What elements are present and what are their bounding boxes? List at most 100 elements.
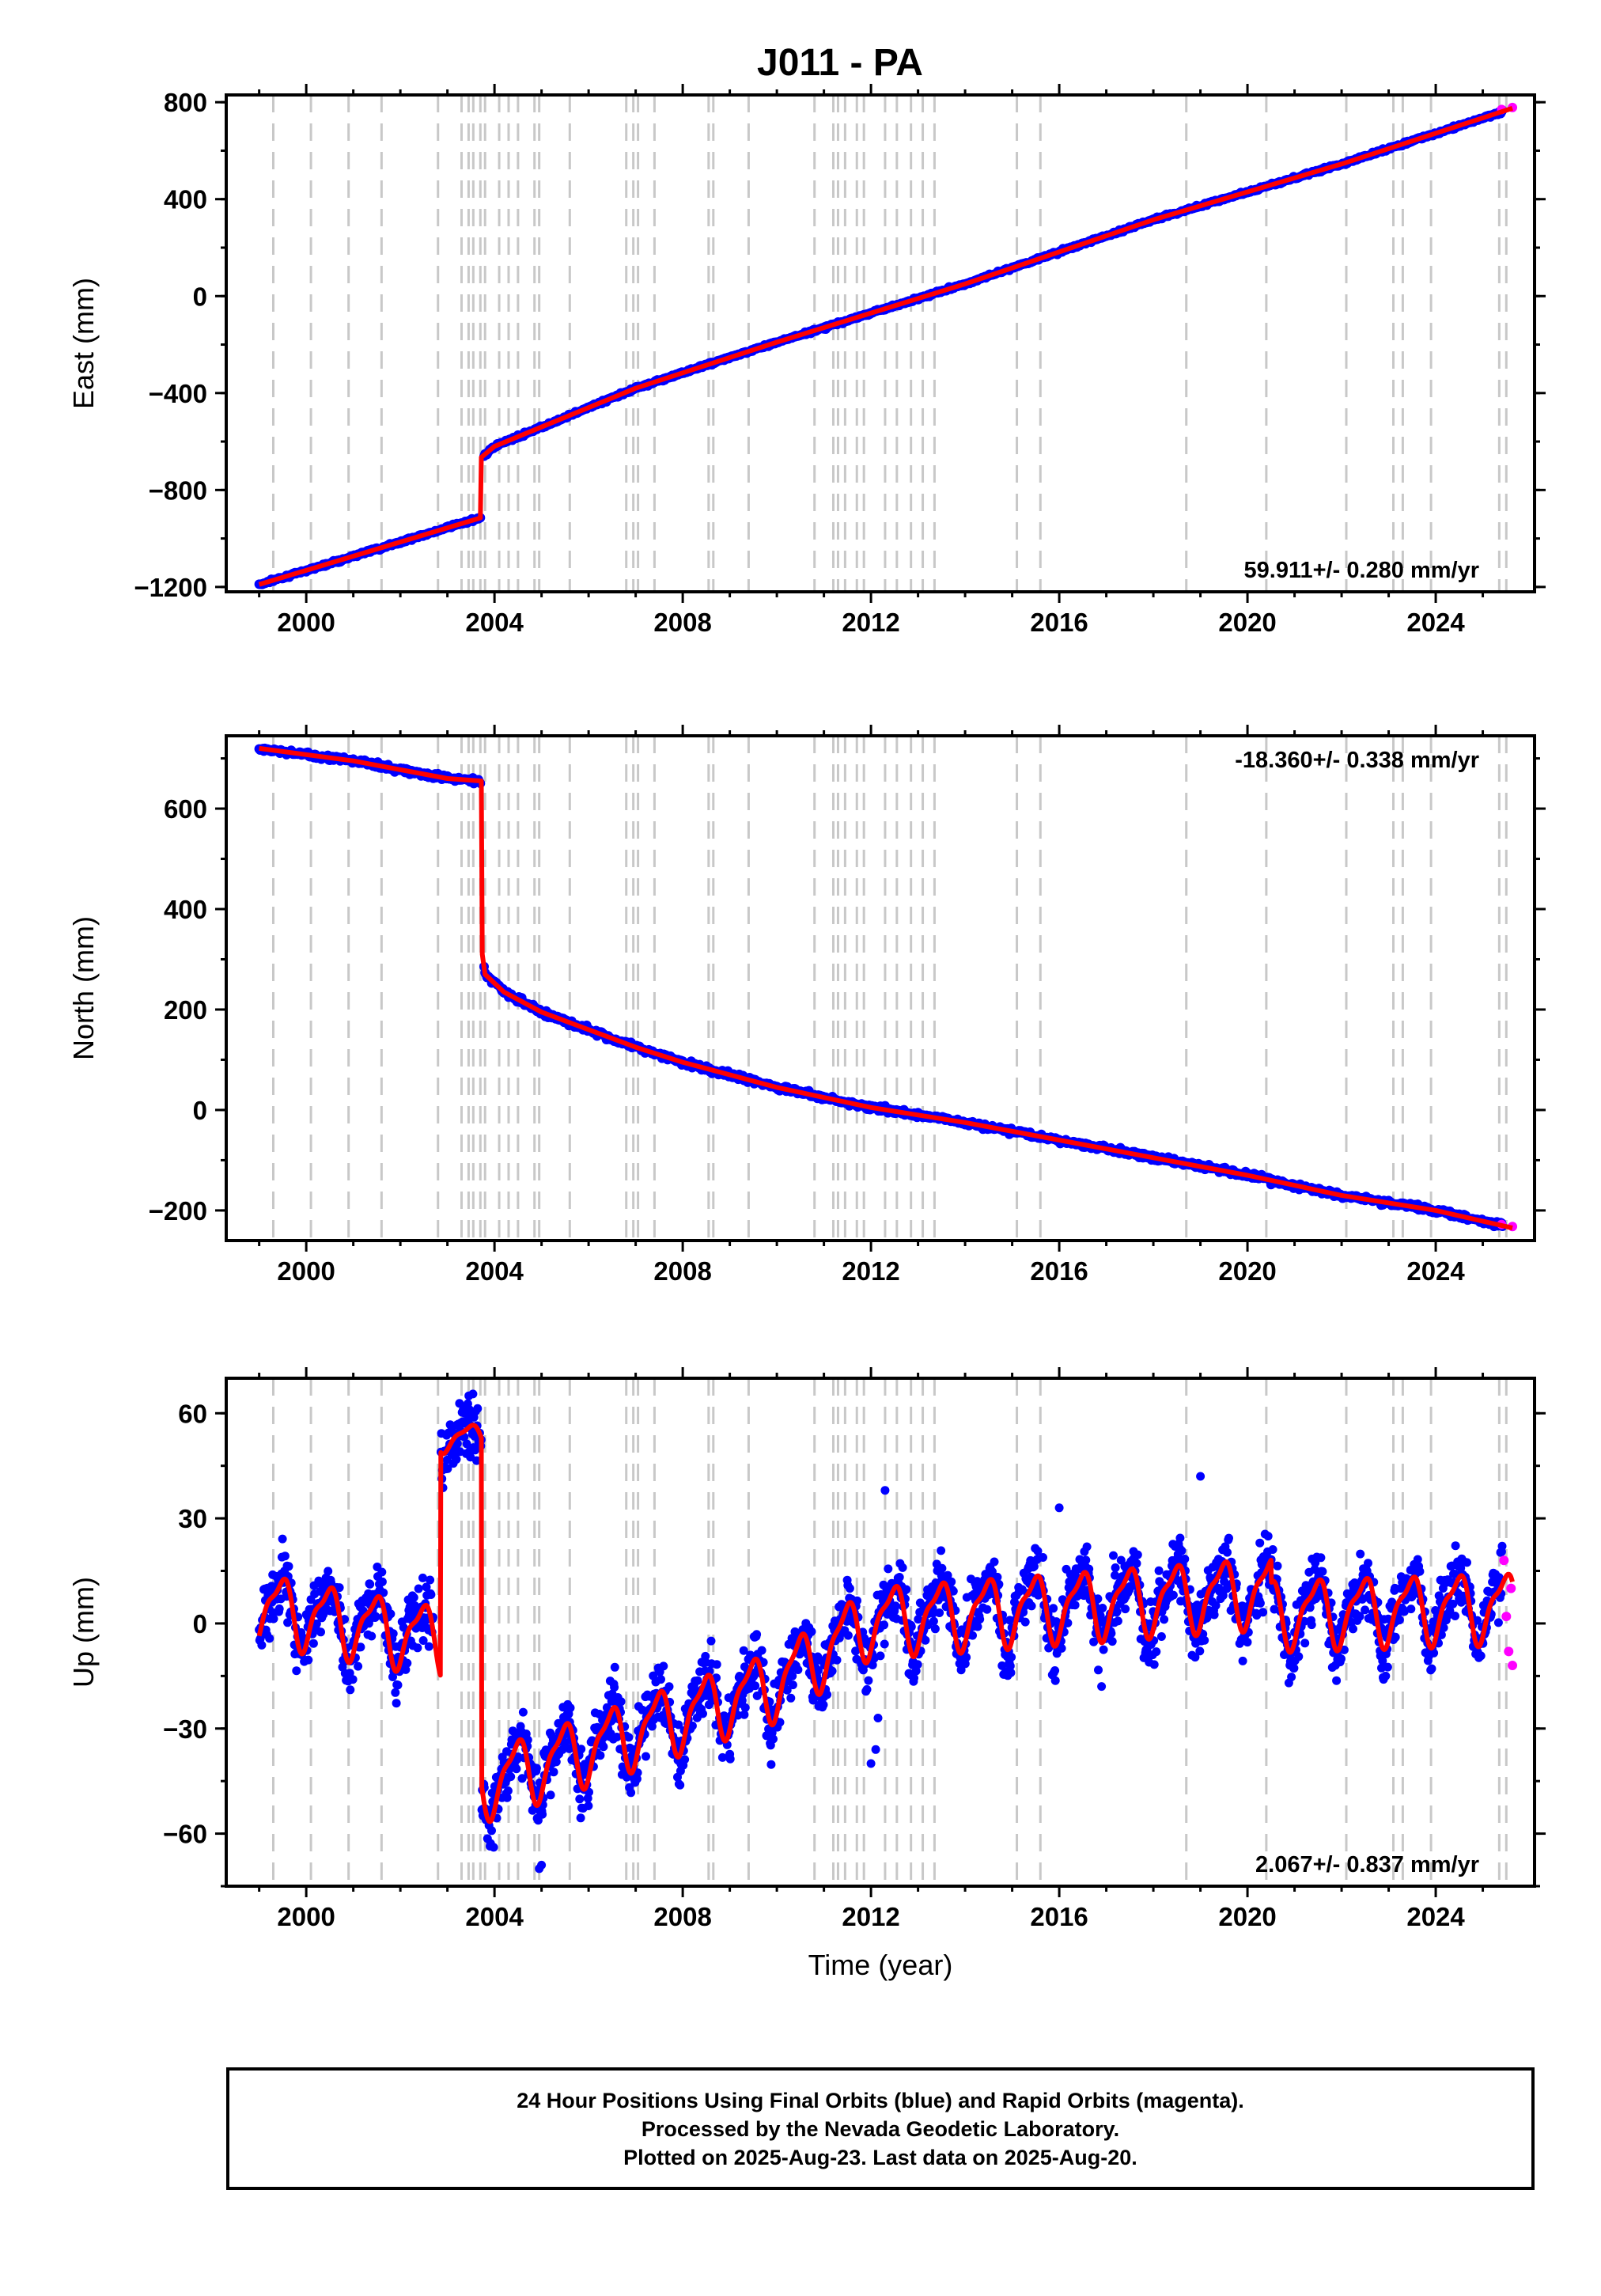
data-point (937, 1546, 946, 1555)
data-point (676, 1780, 685, 1790)
data-point (1243, 1638, 1252, 1647)
data-point (1111, 1570, 1119, 1580)
data-point (956, 1665, 966, 1675)
x-tick-label: 2024 (1406, 1256, 1465, 1286)
panel-up: 2000 2004 2008 2012 2016 2020 2024−60−3003060U… (67, 1367, 1546, 1981)
data-point (962, 1653, 971, 1662)
y-tick-label: 400 (164, 185, 207, 214)
data-point (549, 1767, 558, 1777)
data-point (1006, 1668, 1016, 1677)
data-point (1238, 1656, 1247, 1665)
data-point (930, 1624, 940, 1634)
data-point (517, 1774, 527, 1783)
data-point (1258, 1608, 1268, 1617)
data-point (538, 1809, 547, 1819)
data-point (935, 1608, 944, 1617)
data-point (929, 1608, 938, 1618)
data-point (1287, 1673, 1296, 1682)
data-point (1070, 1601, 1080, 1610)
data-point (346, 1685, 355, 1695)
data-point (664, 1682, 674, 1692)
rate-label: -18.360+/- 0.338 mm/yr (1235, 748, 1479, 773)
data-point (880, 1620, 889, 1630)
data-point (725, 1754, 735, 1764)
data-point (1255, 1538, 1265, 1548)
data-point (546, 1790, 555, 1800)
data-point (851, 1646, 861, 1656)
data-point (575, 1794, 585, 1804)
data-point (775, 1718, 785, 1727)
x-tick-label: 2012 (842, 1256, 899, 1286)
panel-frame-north (225, 734, 1536, 1242)
data-point (868, 1661, 877, 1669)
data-point (1223, 1548, 1232, 1557)
data-point (1098, 1604, 1107, 1612)
data-point (626, 1788, 636, 1798)
data-point (687, 1721, 697, 1730)
data-point (1107, 1629, 1116, 1638)
data-point (823, 1690, 832, 1699)
final-orbit-points (254, 105, 1508, 589)
data-point (657, 1675, 665, 1684)
data-point (793, 1665, 803, 1674)
data-point (523, 1735, 532, 1745)
y-tick-label: 200 (164, 995, 207, 1025)
panel-east: 2000 2004 2008 2012 2016 2020 2024−1200−800−40… (67, 84, 1546, 637)
data-point (960, 1659, 970, 1669)
data-point (577, 1745, 586, 1754)
data-point (1154, 1566, 1164, 1575)
data-point (937, 1563, 947, 1573)
data-point (1300, 1639, 1310, 1648)
data-point (968, 1631, 977, 1640)
data-point (1049, 1604, 1058, 1613)
data-point (911, 1666, 921, 1676)
data-point (921, 1635, 930, 1645)
data-point (1057, 1643, 1066, 1653)
data-point (1195, 1646, 1205, 1656)
data-point (304, 1655, 313, 1665)
data-point (914, 1615, 923, 1624)
y-tick-label: −200 (149, 1196, 207, 1226)
data-point (733, 1711, 743, 1720)
data-point (1081, 1555, 1091, 1565)
data-point (413, 1643, 422, 1653)
data-point (827, 1666, 837, 1676)
model-fit-line (259, 745, 1513, 1231)
data-point (452, 1439, 462, 1449)
data-point (884, 1564, 893, 1574)
data-point (1121, 1605, 1130, 1614)
time-series-figure: J011 - PA 2000 2004 2008 2012 2016 2020 2024−1… (67, 42, 1546, 1981)
data-point (1109, 1551, 1118, 1560)
data-point (377, 1567, 387, 1577)
data-point (265, 1634, 274, 1643)
data-point (898, 1563, 907, 1572)
x-tick-label: 2008 (653, 608, 711, 637)
data-point (312, 1619, 321, 1628)
data-point (845, 1584, 854, 1593)
data-point (391, 1688, 400, 1697)
x-tick-label: 2000 (277, 608, 335, 637)
data-point (1190, 1653, 1200, 1662)
data-point (365, 1579, 375, 1589)
plot-area-up (255, 1378, 1518, 1886)
data-point (399, 1623, 408, 1632)
data-point (1273, 1561, 1282, 1570)
x-tick-label: 2024 (1406, 608, 1465, 637)
data-point (489, 1843, 498, 1852)
model-fit-line (258, 105, 1513, 587)
data-point (706, 1636, 716, 1646)
data-point (616, 1697, 626, 1707)
data-point (1180, 1555, 1190, 1563)
data-point (1156, 1632, 1166, 1641)
data-point (1007, 1653, 1016, 1661)
data-point (599, 1742, 608, 1752)
data-point (584, 1802, 593, 1810)
data-point (1093, 1594, 1103, 1604)
data-point (278, 1534, 287, 1544)
data-point (426, 1575, 435, 1585)
data-point (473, 1404, 483, 1413)
data-point (807, 1627, 816, 1636)
data-point (862, 1684, 872, 1694)
final-orbit-points (254, 743, 1508, 1232)
y-tick-label: 0 (193, 1096, 207, 1125)
